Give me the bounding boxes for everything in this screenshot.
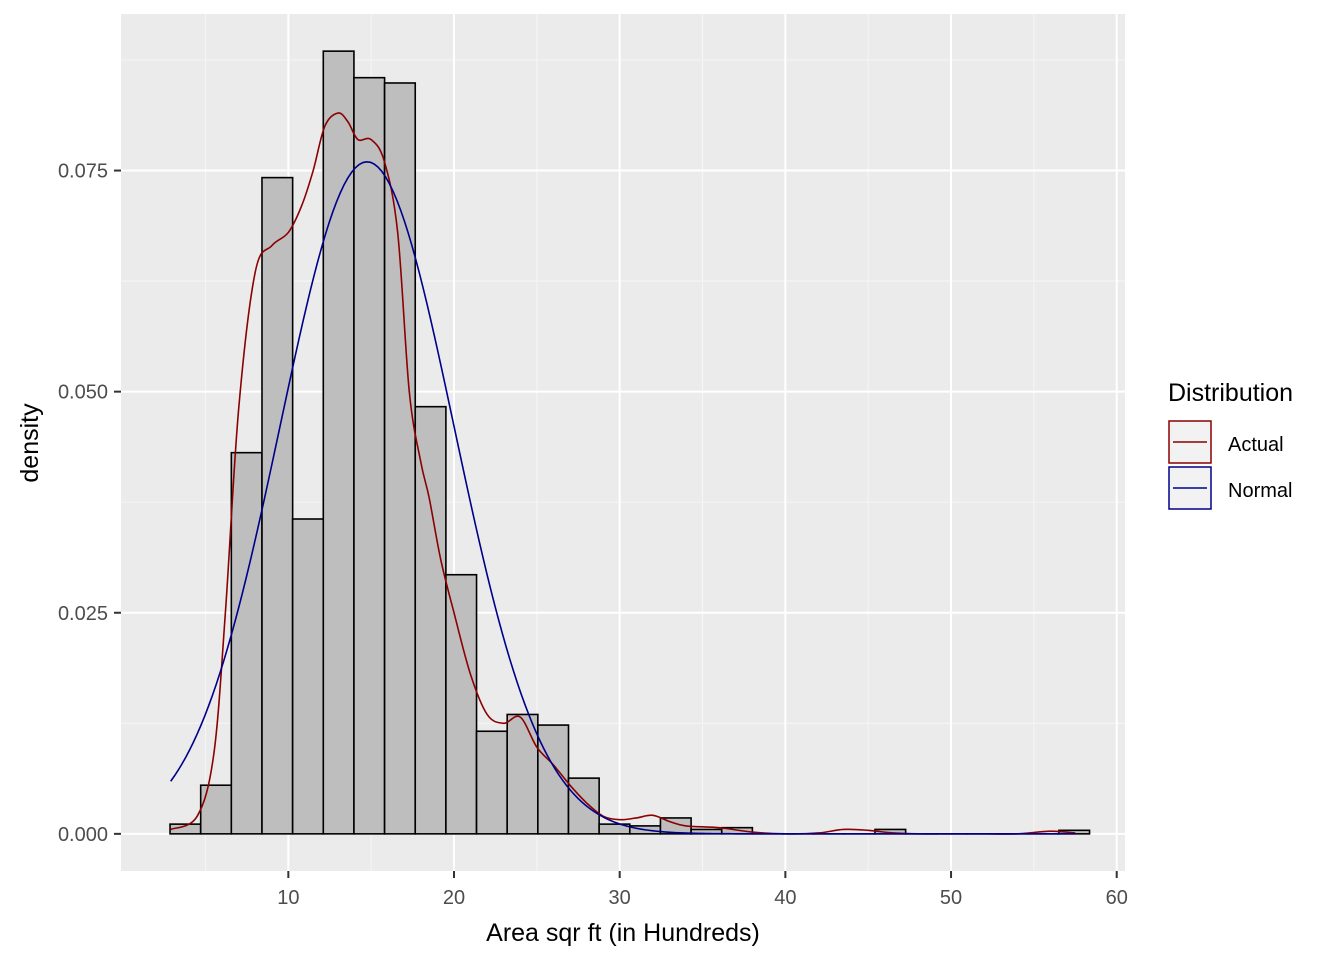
histogram-bar xyxy=(537,724,570,835)
histogram-bar xyxy=(445,573,478,835)
x-tick-label: 10 xyxy=(277,887,299,909)
x-axis-ticks: 10 20 30 40 50 60 xyxy=(277,871,1128,909)
y-tick-label: 0.025 xyxy=(58,603,108,625)
legend-item-actual: Actual xyxy=(1168,420,1284,464)
histogram-bar xyxy=(322,50,355,835)
x-tick-label: 20 xyxy=(443,887,465,909)
density-curves xyxy=(170,112,1076,835)
x-tick-label: 30 xyxy=(609,887,631,909)
histogram-bar xyxy=(506,713,539,835)
y-axis-title: density xyxy=(16,403,44,483)
x-tick-label: 50 xyxy=(940,887,962,909)
normal-density-line xyxy=(170,160,1076,835)
histogram-bar xyxy=(353,76,386,835)
y-tick-label: 0.075 xyxy=(58,161,108,183)
y-tick-label: 0.050 xyxy=(58,382,108,404)
histogram-bar xyxy=(230,451,263,835)
histogram-bar xyxy=(567,777,600,835)
legend-item-normal: Normal xyxy=(1168,466,1292,510)
legend-label-actual: Actual xyxy=(1228,434,1284,456)
legend-title: Distribution xyxy=(1168,379,1293,407)
legend: Distribution Actual Normal xyxy=(1168,379,1293,510)
histogram-bar xyxy=(291,518,325,835)
histogram-bar xyxy=(475,730,508,835)
legend-label-normal: Normal xyxy=(1228,480,1292,502)
histogram-bars xyxy=(169,50,1091,835)
x-tick-label: 60 xyxy=(1106,887,1128,909)
histogram-bar xyxy=(414,405,447,835)
histogram-bar xyxy=(261,176,294,835)
histogram-bar xyxy=(383,82,417,835)
histogram-bar xyxy=(199,784,233,835)
x-tick-label: 40 xyxy=(774,887,796,909)
actual-density-line xyxy=(170,112,1076,835)
y-tick-label: 0.000 xyxy=(58,824,108,846)
x-axis-title: Area sqr ft (in Hundreds) xyxy=(486,919,760,947)
y-axis-ticks: 0.000 0.025 0.050 0.075 xyxy=(58,161,121,846)
